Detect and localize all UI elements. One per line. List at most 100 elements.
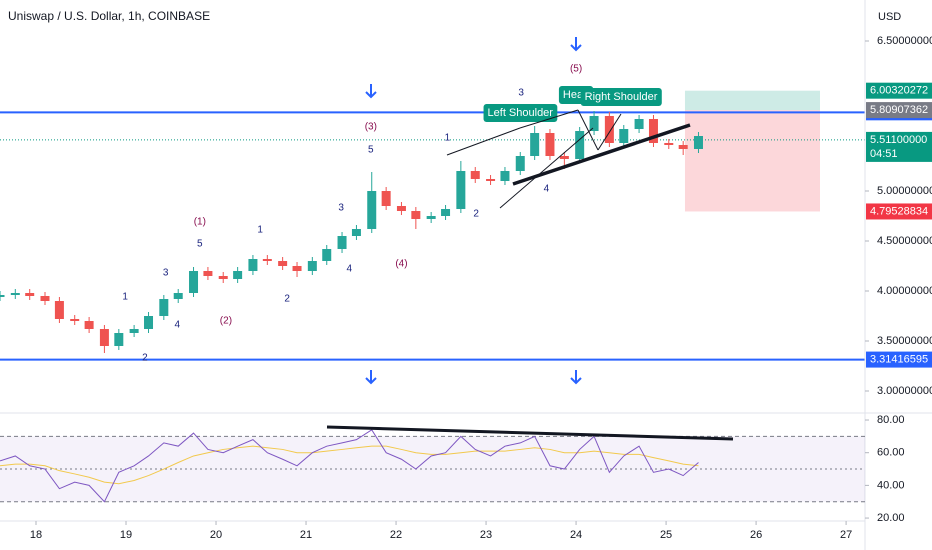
wave-label: 2: [284, 294, 290, 305]
candle-body: [367, 191, 377, 229]
candle-body: [70, 319, 80, 321]
wave-label: 5: [368, 145, 374, 156]
candle-body: [456, 171, 466, 209]
stop-zone: [684, 110, 820, 212]
wave-label: 2: [473, 209, 479, 220]
x-tick-label: 18: [30, 529, 42, 541]
y-tick-label: 60.00: [877, 447, 905, 459]
candle-body: [648, 119, 658, 143]
x-tick-label: 21: [300, 529, 312, 541]
candle-body: [144, 316, 154, 329]
wave-label: 3: [163, 268, 169, 279]
candle-body: [292, 266, 302, 271]
x-tick-label: 27: [840, 529, 852, 541]
candle-body: [114, 333, 124, 346]
x-tick-label: 23: [480, 529, 492, 541]
arrows: [365, 37, 582, 385]
candle-body: [84, 321, 94, 329]
candle-body: [25, 293, 35, 296]
trend-line: [499, 127, 594, 209]
callout-label: Right Shoulder: [585, 91, 658, 103]
price-tag-label: 5.80907362: [870, 104, 928, 116]
candle-body: [248, 259, 258, 271]
candle-body: [426, 216, 436, 219]
y-tick-label: 40.00: [877, 479, 905, 491]
rsi-line: [0, 445, 699, 485]
target-zone: [684, 90, 820, 111]
price-tag: [866, 203, 932, 220]
wave-label: (1): [194, 217, 206, 228]
wave-label: 5: [197, 239, 203, 250]
candle-body: [54, 301, 64, 319]
y-tick-label: 3.50000000: [877, 335, 932, 347]
wave-label: 1: [257, 225, 263, 236]
price-tag-label: 6.00320272: [870, 85, 928, 97]
y-tick-label: 20.00: [877, 512, 905, 524]
candle-body: [262, 259, 272, 261]
x-tick-label: 26: [750, 529, 762, 541]
wave-label: 4: [346, 264, 352, 275]
price-tag: [866, 82, 932, 99]
rsi-trend-line: [326, 425, 734, 441]
x-tick-label: 22: [390, 529, 402, 541]
candle-body: [203, 271, 213, 276]
y-tick-label: 4.00000000: [877, 285, 932, 297]
candle-body: [515, 156, 525, 171]
neckline: [512, 123, 691, 186]
wave-label: 4: [175, 320, 181, 331]
candle-body: [396, 206, 406, 211]
arrow-down: [570, 370, 582, 385]
arrow-down: [570, 37, 582, 52]
callout-box: [483, 104, 558, 122]
wave-label: 1: [445, 133, 451, 144]
price-tag-label: 5.51100000: [870, 134, 927, 146]
candle-body: [678, 145, 688, 149]
x-tick-label: 25: [660, 529, 672, 541]
price-tag-label: 4.79528834: [870, 205, 928, 217]
candle-body: [634, 119, 644, 129]
arrow-down: [365, 370, 377, 385]
wave-label: 3: [338, 203, 344, 214]
wave-label: 2: [142, 353, 148, 364]
candle-body: [233, 271, 243, 279]
drawings: [326, 109, 734, 441]
countdown-label: 04:51: [870, 148, 898, 160]
price-tag: [866, 102, 932, 119]
wave-label: (3): [365, 122, 377, 133]
wave-label: (2): [220, 316, 232, 327]
y-tick-label: 3.00000000: [877, 385, 932, 397]
chart-title: Uniswap / U.S. Dollar, 1h, COINBASE: [8, 9, 210, 23]
candle-body: [381, 191, 391, 206]
candle-body: [545, 133, 555, 156]
wave-label: 1: [122, 292, 128, 303]
candle-body: [10, 293, 20, 295]
candle-body: [500, 171, 510, 181]
wave-label: (5): [570, 64, 582, 75]
y-tick-label: 4.50000000: [877, 235, 932, 247]
candle-body: [664, 143, 674, 145]
candle-body: [693, 136, 703, 149]
candle-body: [322, 249, 332, 261]
candle-body: [40, 296, 50, 301]
candle-body: [159, 299, 169, 316]
candle-body: [189, 271, 199, 293]
candle-body: [559, 156, 569, 159]
candle-body: [337, 236, 347, 249]
x-tick-label: 24: [570, 529, 582, 541]
candle-body: [486, 179, 496, 181]
candle-body: [441, 209, 451, 216]
candle-body: [411, 211, 421, 219]
rsi-line: [0, 429, 699, 503]
candle-body: [604, 116, 614, 143]
trend-line: [597, 113, 622, 151]
candle-body: [99, 329, 109, 346]
candle-body: [129, 329, 139, 333]
x-tick-label: 19: [120, 529, 132, 541]
price-tag: [866, 131, 932, 162]
callout-label: Left Shoulder: [488, 107, 554, 119]
candle-body: [470, 171, 480, 179]
trend-line: [446, 127, 521, 156]
x-tick-label: 20: [210, 529, 222, 541]
